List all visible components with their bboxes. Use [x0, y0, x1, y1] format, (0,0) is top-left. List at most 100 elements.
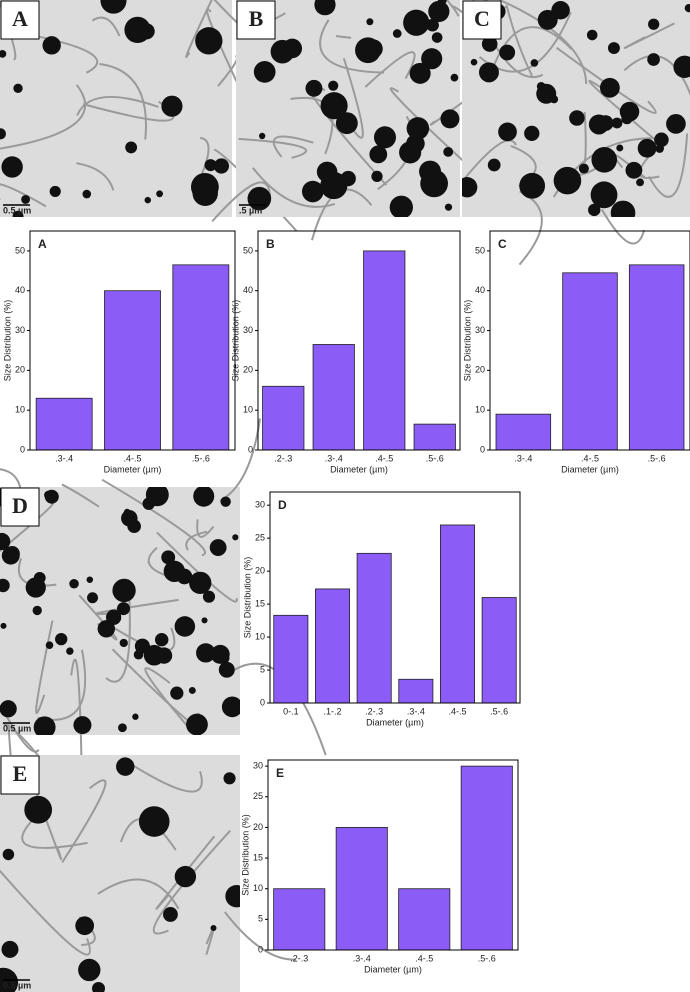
y-tick-label: 0	[20, 444, 25, 454]
particle	[190, 172, 219, 201]
particle	[21, 194, 31, 204]
particle	[4, 546, 20, 562]
particles	[0, 0, 230, 217]
particle	[13, 83, 23, 93]
carbon-film-strand	[91, 16, 121, 37]
y-tick-label: 0	[480, 444, 485, 454]
carbon-film-strand	[61, 483, 100, 508]
particle	[636, 178, 644, 187]
particle	[409, 62, 431, 84]
particles	[247, 0, 460, 217]
y-axis-label: Size Distribution (%)	[240, 814, 250, 896]
x-tick-label: .4-.5	[448, 706, 466, 716]
x-tick-label: .5-.6	[192, 453, 210, 463]
particle	[389, 195, 413, 217]
particle	[161, 550, 176, 565]
x-axis-label: Diameter (µm)	[366, 717, 424, 727]
bar	[440, 524, 475, 704]
carbon-film-strand	[319, 19, 385, 74]
bar	[104, 290, 161, 451]
particle	[282, 38, 303, 59]
particle	[193, 487, 215, 507]
bar	[562, 272, 618, 451]
y-axis-label: Size Distribution (%)	[230, 300, 240, 382]
particle	[610, 200, 636, 217]
particle	[105, 609, 122, 625]
particle	[443, 146, 454, 157]
micrograph: B .5 µm	[211, 0, 497, 241]
particle	[218, 661, 235, 678]
particle	[328, 80, 339, 91]
particle	[499, 44, 516, 61]
y-tick-label: 30	[243, 325, 253, 335]
particle	[100, 0, 127, 14]
particle	[213, 158, 230, 174]
particle	[481, 36, 498, 52]
particle	[225, 885, 240, 908]
y-tick-label: 50	[475, 245, 485, 255]
y-tick-label: 10	[243, 405, 253, 415]
particle	[431, 32, 443, 43]
bar-chart: 0 5 10 15 20 25 30 .2-.3 .3-.4 .4-.5 .5-.6 E Diamete…	[240, 759, 519, 974]
bar	[273, 614, 309, 704]
particle	[117, 602, 130, 616]
particle	[170, 686, 184, 700]
carbon-film-strand	[211, 181, 272, 223]
particle	[55, 632, 68, 646]
bar	[35, 397, 93, 451]
y-tick-label: 30	[255, 500, 265, 510]
particle	[314, 0, 336, 16]
carbon-film-strand	[623, 54, 690, 97]
chart-title: C	[498, 237, 507, 251]
x-axis-label: Diameter (µm)	[330, 464, 388, 474]
particle	[673, 55, 690, 78]
y-tick-label: 20	[15, 365, 25, 375]
particle	[32, 605, 42, 616]
panel-label-box	[462, 0, 502, 40]
bar-chart: 0 10 20 30 40 50 .3-.4 .4-.5 .5-.6 A Diameter (µm)…	[2, 230, 236, 474]
particle	[434, 181, 445, 192]
particle	[462, 177, 478, 198]
y-tick-label: 50	[243, 245, 253, 255]
particle	[201, 617, 208, 624]
bar	[413, 423, 456, 451]
particle	[316, 161, 338, 183]
particle	[1, 940, 19, 958]
carbon-film-strand	[61, 779, 107, 864]
carbon-film-strand	[0, 84, 87, 150]
bar	[481, 597, 517, 704]
particle	[220, 654, 230, 663]
particles	[0, 757, 240, 992]
carbon-film-strand	[4, 712, 40, 753]
particle	[75, 916, 95, 936]
particle	[162, 104, 170, 112]
bar	[356, 552, 392, 704]
y-axis-label: Size Distribution (%)	[2, 300, 12, 382]
particle	[519, 172, 546, 199]
carbon-film-strand	[27, 771, 63, 861]
particle	[450, 73, 459, 82]
particle	[363, 39, 383, 59]
particle	[253, 61, 276, 83]
carbon-film-strand	[101, 478, 207, 557]
particle	[202, 590, 216, 603]
particle	[0, 50, 7, 58]
particle	[421, 48, 443, 70]
particle	[655, 144, 664, 153]
scale-label: 0.5 µm	[3, 205, 31, 215]
y-tick-label: 0	[260, 697, 265, 707]
particle	[97, 620, 116, 638]
micrograph: D 0.5 µm	[0, 418, 327, 807]
particle	[625, 161, 643, 179]
plot-frame	[269, 491, 521, 704]
chart-title: B	[266, 237, 275, 251]
carbon-film-strand	[196, 519, 215, 538]
particle	[209, 539, 227, 557]
particle	[24, 795, 53, 824]
y-tick-label: 40	[15, 285, 25, 295]
particle	[87, 592, 99, 604]
micrograph: E 0.5 µm	[0, 755, 296, 992]
bar	[273, 888, 326, 951]
carbon-film-strand	[600, 208, 646, 245]
y-tick-label: 15	[253, 852, 263, 862]
